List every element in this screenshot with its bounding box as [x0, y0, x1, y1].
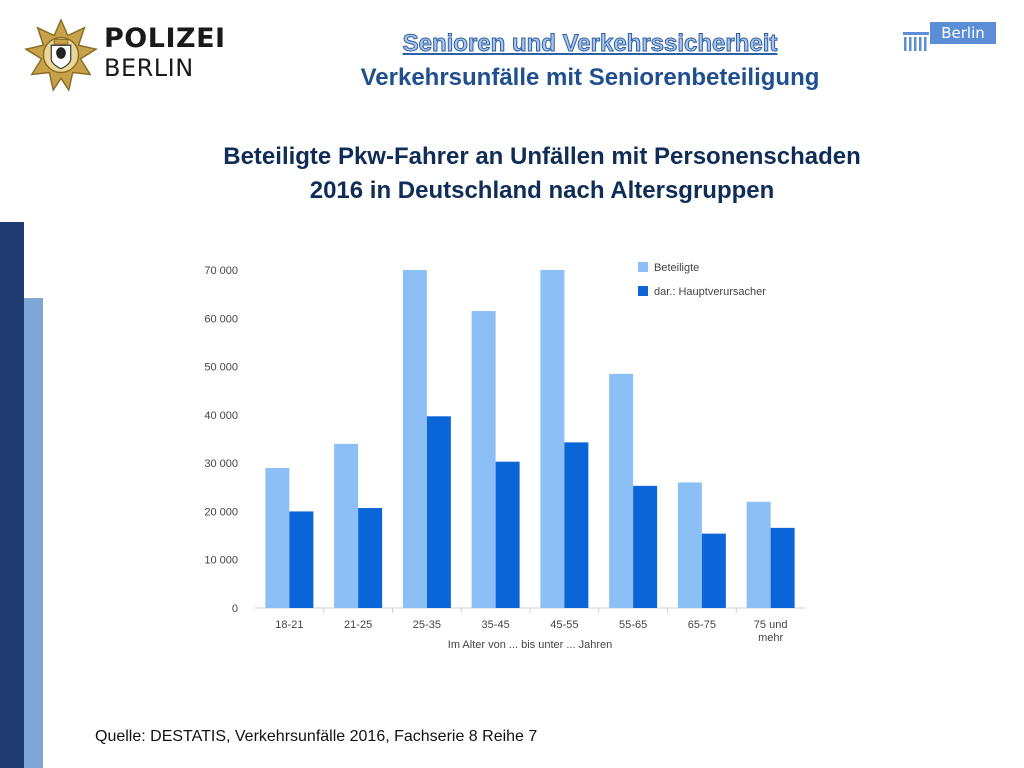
- bar-beteiligte: [471, 311, 496, 608]
- bar-beteiligte: [540, 270, 565, 608]
- bar-hauptverursacher: [426, 416, 451, 608]
- bar-hauptverursacher: [701, 533, 726, 608]
- x-tick-label: 55-65: [619, 619, 647, 631]
- header-subtitle: Verkehrsunfälle mit Seniorenbeteiligung: [360, 64, 820, 91]
- police-logo-line1: POLIZEI: [104, 23, 226, 54]
- y-tick-label: 20 000: [204, 506, 238, 518]
- y-tick-label: 0: [232, 603, 238, 615]
- bar-beteiligte: [265, 467, 290, 608]
- police-logo-text: POLIZEI BERLIN: [104, 23, 226, 83]
- bar-chart: 0 10 000 20 000 30 000 40 000 50 000 60 000 70 …: [204, 262, 805, 651]
- header-title: Senioren und Verkehrssicherheit: [402, 30, 778, 58]
- bar-beteiligte: [402, 270, 427, 608]
- x-axis-label: Im Alter von ... bis unter ... Jahren: [448, 639, 612, 651]
- bar-hauptverursacher: [564, 442, 589, 608]
- legend-label: Beteiligte: [654, 262, 699, 274]
- bar-beteiligte: [746, 501, 771, 608]
- chart-title-line2: 2016 in Deutschland nach Altersgruppen: [309, 177, 775, 204]
- bar-hauptverursacher: [495, 461, 520, 608]
- x-tick-label: 21-25: [344, 619, 372, 631]
- bar-hauptverursacher: [358, 508, 383, 608]
- bar-hauptverursacher: [633, 485, 658, 608]
- source-note: Quelle: DESTATIS, Verkehrsunfälle 2016, …: [95, 728, 538, 745]
- x-tick-label: 75 und mehr: [754, 619, 788, 644]
- x-tick-label: 25-35: [413, 619, 441, 631]
- chart-title: Beteiligte Pkw-Fahrer an Unfällen mit Pe…: [120, 140, 964, 208]
- berlin-logo: Berlin: [902, 22, 998, 54]
- brandenburg-gate-icon: [903, 32, 929, 51]
- chart-title-line1: Beteiligte Pkw-Fahrer an Unfällen mit Pe…: [223, 143, 861, 170]
- police-star-icon: [24, 18, 98, 92]
- legend-label: dar.: Hauptverursacher: [654, 286, 766, 298]
- y-tick-label: 60 000: [204, 313, 238, 325]
- legend-swatch: [638, 286, 648, 296]
- side-bar-dark: [0, 222, 24, 768]
- bar-beteiligte: [609, 373, 634, 608]
- bar-hauptverursacher: [770, 527, 795, 608]
- bar-beteiligte: [677, 482, 702, 608]
- x-tick-label: 18-21: [275, 619, 303, 631]
- legend-swatch: [638, 262, 648, 272]
- police-logo-line2: BERLIN: [104, 54, 194, 82]
- y-tick-label: 70 000: [204, 265, 238, 277]
- x-tick-label: 65-75: [688, 619, 716, 631]
- bar-hauptverursacher: [289, 511, 314, 608]
- y-tick-label: 40 000: [204, 410, 238, 422]
- y-tick-label: 10 000: [204, 555, 238, 567]
- x-tick-label: 45-55: [550, 619, 578, 631]
- berlin-logo-label: Berlin: [930, 22, 996, 44]
- bar-beteiligte: [334, 443, 359, 608]
- y-tick-label: 30 000: [204, 458, 238, 470]
- side-bar-light: [24, 298, 43, 768]
- y-tick-label: 50 000: [204, 362, 238, 374]
- x-tick-label: 35-45: [482, 619, 510, 631]
